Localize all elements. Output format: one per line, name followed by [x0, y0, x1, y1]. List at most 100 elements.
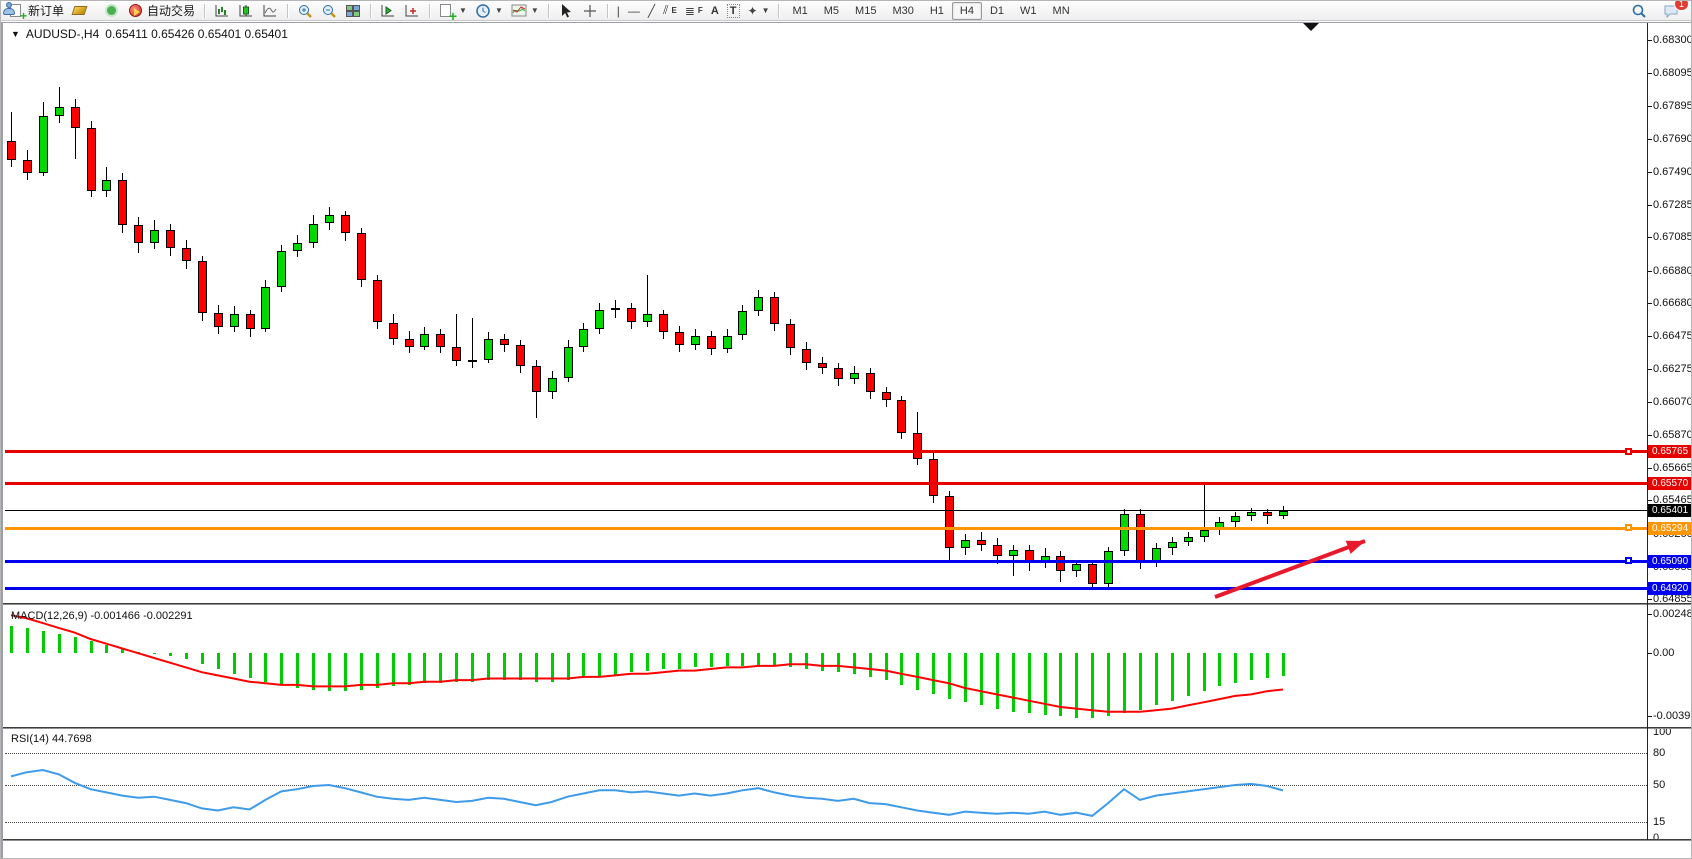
horizontal-line-tool[interactable]: — — [624, 2, 644, 20]
crosshair-tool-button[interactable] — [578, 2, 602, 20]
level-drag-handle[interactable] — [1625, 447, 1632, 455]
macd-histogram-bar — [1186, 653, 1190, 696]
timeframe-button-d1[interactable]: D1 — [989, 4, 1005, 17]
macd-tick-label: -0.003979 — [1653, 710, 1691, 723]
channel-icon: ⫽ — [663, 3, 669, 17]
chart-shift-button[interactable] — [400, 2, 424, 20]
candle — [388, 322, 398, 339]
chevron-down-icon: ▼ — [494, 6, 503, 15]
candle — [1120, 514, 1129, 552]
vertical-line-tool[interactable]: | — [613, 2, 624, 20]
trend-arrow-head[interactable] — [1345, 540, 1365, 554]
pane-separator[interactable] — [3, 727, 1691, 729]
level-price-label: 0.65090 — [1648, 554, 1691, 568]
candle — [913, 432, 923, 459]
candle — [738, 311, 748, 336]
macd-histogram-bar — [312, 653, 316, 690]
timeframe-toolbar: M1 M5 M15 M30 H1 H4 D1 W1 MN — [784, 1, 1077, 21]
candle — [690, 335, 700, 346]
level-price-label: 0.64920 — [1648, 582, 1691, 596]
timeframe-button-h1[interactable]: H1 — [929, 4, 944, 17]
equidistant-channel-tool[interactable]: ⫽ E — [659, 2, 681, 20]
periods-button[interactable]: ▼ — [471, 2, 507, 20]
cursor-tool-button[interactable] — [554, 2, 578, 20]
horizontal-level-line[interactable] — [5, 559, 1647, 563]
templates-button[interactable]: ▼ — [507, 2, 543, 20]
community-button[interactable] — [3, 2, 100, 20]
trendline-tool[interactable]: ╱ — [644, 2, 659, 20]
price-tick — [1647, 270, 1652, 272]
timeframe-button-w1[interactable]: W1 — [1020, 4, 1037, 17]
current-price-label: 0.65401 — [1648, 504, 1691, 518]
chevron-down-icon: ▼ — [761, 6, 770, 15]
macd-histogram-bar — [41, 631, 45, 654]
candle — [436, 333, 446, 347]
macd-histogram-bar — [884, 653, 888, 681]
main-toolbar: + 新订单 自动交易 — [1, 1, 1691, 23]
macd-histogram-bar — [661, 653, 665, 669]
macd-histogram-bar — [900, 653, 904, 685]
arrows-tool[interactable]: ✦ ▼ — [744, 2, 774, 20]
candlestick-chart-button[interactable] — [234, 2, 258, 20]
text-label-tool[interactable]: T — [723, 2, 744, 20]
new-order-button[interactable]: + 新订单 — [5, 2, 68, 22]
timeframe-button-m1[interactable]: M1 — [792, 4, 808, 17]
auto-scroll-icon — [380, 3, 396, 19]
text-tool[interactable]: A — [707, 2, 723, 20]
chart-shift-marker[interactable] — [1303, 23, 1319, 31]
macd-histogram-bar — [169, 653, 172, 657]
timeframe-button-h4[interactable]: H4 — [951, 1, 982, 20]
profile-icon — [3, 2, 15, 15]
timeframe-button-m5[interactable]: M5 — [823, 4, 840, 17]
horizontal-level-line[interactable] — [5, 481, 1647, 485]
macd-histogram-bar — [995, 653, 999, 709]
macd-histogram-bar — [1266, 653, 1270, 679]
horizontal-level-line[interactable] — [5, 526, 1647, 530]
tile-windows-button[interactable] — [341, 2, 365, 20]
candle-wick — [1203, 484, 1205, 542]
candle — [134, 225, 144, 243]
level-drag-handle[interactable] — [1625, 557, 1632, 565]
quick-trade-button[interactable] — [68, 2, 92, 20]
autotrading-button[interactable]: 自动交易 — [124, 2, 199, 20]
auto-scroll-button[interactable] — [376, 2, 400, 20]
timeframe-button-m30[interactable]: M30 — [892, 4, 914, 17]
notifications-button[interactable]: 1 — [1659, 1, 1689, 20]
macd-histogram-bar — [1075, 653, 1079, 719]
candle — [865, 372, 875, 393]
zoom-out-button[interactable] — [317, 2, 341, 20]
price-tick — [1647, 204, 1652, 206]
collapse-caret-icon[interactable]: ▼ — [11, 29, 20, 39]
toolbar-separator — [778, 3, 780, 18]
timeframe-button-m15[interactable]: M15 — [855, 4, 877, 17]
horizontal-line-icon: — — [627, 3, 640, 18]
level-drag-handle[interactable] — [1625, 524, 1632, 531]
horizontal-level-line[interactable] — [5, 450, 1647, 453]
candle — [1088, 564, 1098, 584]
pane-separator[interactable] — [3, 603, 1691, 605]
current-price-line[interactable] — [5, 510, 1647, 512]
macd-histogram-bar — [979, 653, 983, 706]
horizontal-level-line[interactable] — [5, 587, 1647, 591]
macd-histogram-bar — [518, 653, 522, 681]
candle — [261, 286, 271, 329]
price-tick — [1647, 40, 1652, 42]
signals-button[interactable] — [100, 2, 124, 20]
zoom-in-button[interactable] — [293, 2, 317, 20]
candle — [356, 233, 366, 281]
fibonacci-tool[interactable]: ≣ F — [681, 2, 707, 20]
candle-wick — [472, 317, 474, 368]
timeframe-button-mn[interactable]: MN — [1052, 4, 1070, 17]
macd-histogram-bar — [487, 653, 490, 681]
search-button[interactable] — [1627, 2, 1651, 20]
bar-chart-button[interactable] — [210, 2, 234, 20]
bar-chart-icon — [214, 3, 230, 19]
indicators-button[interactable]: + ▼ — [435, 2, 471, 23]
macd-histogram-bar — [948, 653, 952, 700]
candle — [468, 359, 478, 362]
price-tick — [1647, 237, 1652, 239]
chart-window[interactable]: ▼ AUDUSD-,H4 0.65411 0.65426 0.65401 0.6… — [1, 22, 1691, 858]
macd-histogram-bar — [455, 653, 459, 682]
line-chart-button[interactable] — [258, 2, 282, 20]
candle — [1215, 522, 1225, 531]
